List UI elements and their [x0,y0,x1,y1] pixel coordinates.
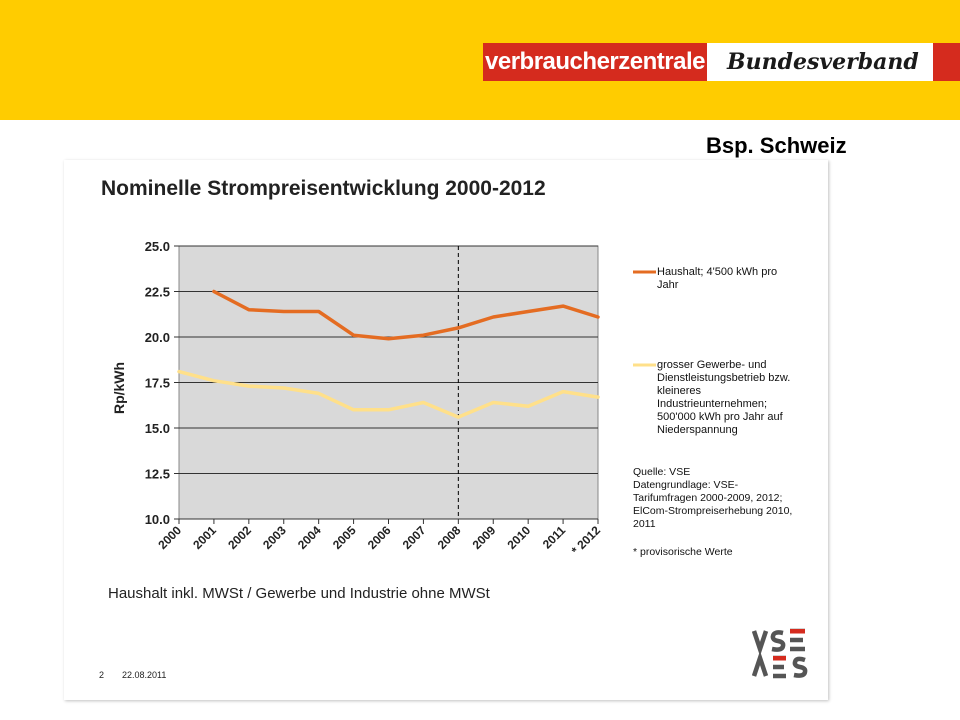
y-tick-label: 22.5 [145,285,170,300]
legend-line: kleineres [657,385,702,397]
chart-title: Nominelle Strompreisentwicklung 2000-201… [101,177,546,200]
y-tick-label: 10.0 [145,512,170,527]
legend-line: 500'000 kWh pro Jahr auf [657,411,783,423]
page-number: 2 [99,670,105,680]
series-line-1 [177,369,600,419]
source-line: Quelle: VSE [633,466,691,478]
source-note: Quelle: VSE Datengrundlage: VSE- Tarifum… [633,466,792,531]
y-tick-label: 17.5 [145,376,170,391]
legend-line: Jahr [657,279,679,291]
y-tick-label: 12.5 [145,467,170,482]
x-tick-label: 2011 [540,523,569,552]
legend-line: Industrieunternehmen; [657,398,768,410]
series-line-0 [212,289,600,341]
logo-stripe [933,43,960,81]
y-tick-label: 15.0 [145,421,170,436]
logo-subtitle: Bundesverband [707,43,933,81]
legend-line: Niederspannung [657,424,738,436]
source-line: Tarifumfragen 2000-2009, 2012; [633,492,783,504]
legend-line: Dienstleistungsbetrieb bzw. [657,372,791,384]
legend-line: grosser Gewerbe- und [657,359,767,371]
x-tick-label: 2009 [470,523,499,552]
verbraucherzentrale-logo[interactable]: verbraucherzentrale Bundesverband [483,43,960,81]
logo-wordmark: verbraucherzentrale [483,43,707,81]
source-line: 2011 [633,518,656,530]
legend-line: Haushalt; 4'500 kWh pro [657,266,778,278]
source-line: Datengrundlage: VSE- [633,479,739,491]
footer-date: 22.08.2011 [122,670,167,680]
vse-logo [752,628,808,679]
series-lines [177,289,600,419]
chart-caption: Haushalt inkl. MWSt / Gewerbe und Indust… [108,585,490,602]
x-tick-label: 2003 [260,523,289,552]
y-tick-label: 25.0 [145,239,170,254]
x-tick-label: 2001 [190,523,219,552]
source-line: ElCom-Strompreiserhebung 2010, [633,505,793,517]
legend-gewerbe: grosser Gewerbe- und Dienstleistungsbetr… [657,359,790,437]
x-tick-label: 2005 [330,523,359,552]
footnote: * provisorische Werte [633,546,733,558]
x-tick-label: 2006 [365,523,394,552]
x-tick-label: 2004 [295,523,324,552]
slide-subtitle: Bsp. Schweiz [706,133,847,158]
x-tick-label: 2000 [155,523,184,552]
x-tick-label: 2008 [435,523,464,552]
y-axis-label: Rp/kWh [111,362,127,414]
y-axis-ticks: 10.0 12.5 15.0 17.5 20.0 22.5 25.0 [145,239,179,527]
x-tick-label: * 2012 [569,523,604,558]
x-tick-label: 2007 [400,523,429,552]
x-axis-ticks: 2000 2001 2002 2003 2004 2005 2006 2007 2008 2009… [155,519,603,558]
y-tick-label: 20.0 [145,330,170,345]
legend-haushalt: Haushalt; 4'500 kWh pro Jahr [657,266,777,292]
x-tick-label: 2002 [225,523,254,552]
x-tick-label: 2010 [505,523,534,552]
